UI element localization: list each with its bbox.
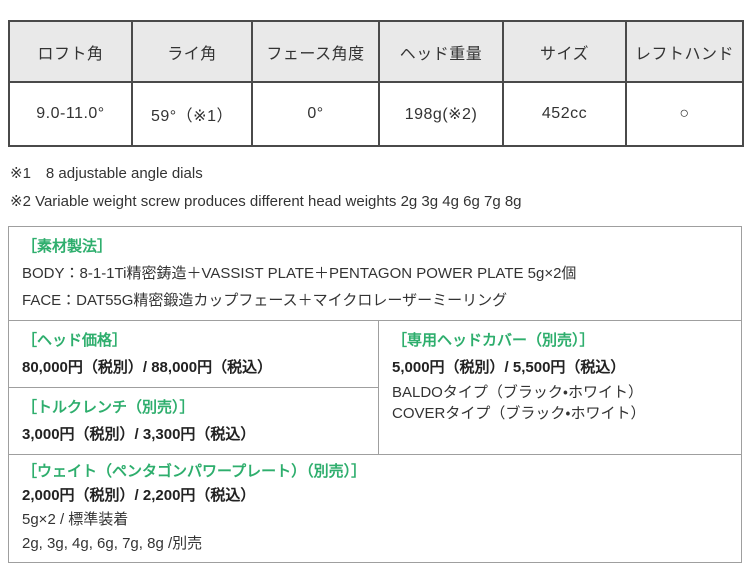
head-cover-type-baldo: BALDOタイプ（ブラック・ホワイト）	[392, 384, 643, 401]
section-head-cover: ［専用ヘッドカバー（別売）］ 5,000円（税別）/ 5,500円（税込） BA…	[378, 321, 741, 454]
section-head-price: ［ヘッド価格］ 80,000円（税別）/ 88,000円（税込）	[9, 321, 378, 388]
spec-value-row: 9.0-11.0° 59°（※1） 0° 198g(※2) 452cc ○	[8, 81, 744, 147]
header-loft-angle: ロフト角	[8, 20, 133, 83]
price-accessory-columns: ［ヘッド価格］ 80,000円（税別）/ 88,000円（税込） ［トルクレンチ…	[9, 320, 741, 454]
value-lie-angle: 59°（※1）	[131, 81, 253, 147]
weight-title: ［ウェイト（ペンタゴンパワープレート）（別売）］	[22, 463, 367, 480]
value-size: 452cc	[502, 81, 627, 147]
section-weight: ［ウェイト（ペンタゴンパワープレート）（別売）］ 2,000円（税別）/ 2,2…	[9, 454, 741, 562]
value-loft-angle: 9.0-11.0°	[8, 81, 133, 147]
value-head-weight: 198g(※2)	[378, 81, 504, 147]
head-price-title: ［ヘッド価格］	[22, 332, 128, 349]
header-size: サイズ	[502, 20, 627, 83]
header-head-weight: ヘッド重量	[378, 20, 504, 83]
spec-table: ロフト角 ライ角 フェース角度 ヘッド重量 サイズ レフトハンド 9.0-11.…	[8, 20, 744, 147]
header-face-angle: フェース角度	[251, 20, 380, 83]
weight-optional-line: 2g, 3g, 4g, 6g, 7g, 8g /別売	[22, 535, 203, 552]
head-cover-title: ［専用ヘッドカバー（別売）］	[392, 332, 595, 349]
head-cover-price: 5,000円（税別）/ 5,500円（税込）	[392, 359, 626, 376]
left-column: ［ヘッド価格］ 80,000円（税別）/ 88,000円（税込） ［トルクレンチ…	[9, 321, 378, 454]
footnotes: ※1 8 adjustable angle dials ※2 Variable …	[10, 160, 740, 216]
details-box: ［素材製法］ BODY：8-1-1Ti精密鋳造＋VASSIST PLATE＋PE…	[8, 226, 742, 563]
head-cover-type-cover: COVERタイプ（ブラック・ホワイト）	[392, 405, 646, 422]
footnote-1: ※1 8 adjustable angle dials	[10, 165, 203, 182]
head-price-value: 80,000円（税別）/ 88,000円（税込）	[22, 359, 273, 376]
spec-header-row: ロフト角 ライ角 フェース角度 ヘッド重量 サイズ レフトハンド	[8, 20, 744, 83]
header-lie-angle: ライ角	[131, 20, 253, 83]
torque-wrench-title: ［トルクレンチ（別売）］	[22, 399, 195, 416]
section-material: ［素材製法］ BODY：8-1-1Ti精密鋳造＋VASSIST PLATE＋PE…	[9, 227, 741, 320]
material-body-line: BODY：8-1-1Ti精密鋳造＋VASSIST PLATE＋PENTAGON …	[22, 265, 577, 282]
header-left-hand: レフトハンド	[625, 20, 744, 83]
torque-wrench-price: 3,000円（税別）/ 3,300円（税込）	[22, 426, 256, 443]
material-face-line: FACE：DAT55G精密鍛造カップフェース＋マイクロレーザーミーリング	[22, 292, 508, 309]
value-left-hand: ○	[625, 81, 744, 147]
value-face-angle: 0°	[251, 81, 380, 147]
weight-price: 2,000円（税別）/ 2,200円（税込）	[22, 487, 256, 504]
material-title: ［素材製法］	[22, 238, 113, 255]
footnote-2: ※2 Variable weight screw produces differ…	[10, 193, 522, 210]
section-torque-wrench: ［トルクレンチ（別売）］ 3,000円（税別）/ 3,300円（税込）	[9, 388, 378, 454]
weight-standard-line: 5g×2 / 標準装着	[22, 511, 129, 528]
